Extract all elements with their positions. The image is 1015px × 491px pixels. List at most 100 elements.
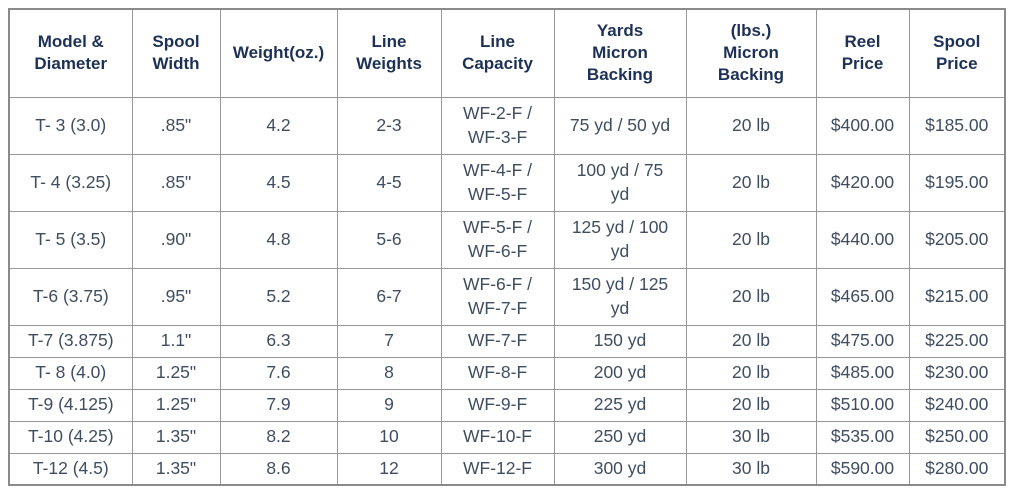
cell-lbs-micron-backing: 20 lb bbox=[685, 356, 817, 390]
header-line-capacity: Line Capacity bbox=[440, 8, 555, 98]
cell-reel-price: $420.00 bbox=[815, 153, 910, 212]
cell-line-capacity: WF-8-F bbox=[440, 356, 555, 390]
cell-spool-price: $215.00 bbox=[908, 267, 1006, 326]
cell-line-weights: 5-6 bbox=[336, 210, 442, 269]
cell-yards-micron-backing: 125 yd / 100 yd bbox=[553, 210, 687, 269]
cell-reel-price: $590.00 bbox=[815, 452, 910, 486]
cell-model-diameter: T-7 (3.875) bbox=[8, 324, 133, 358]
cell-line-weights: 4-5 bbox=[336, 153, 442, 212]
cell-lbs-micron-backing: 20 lb bbox=[685, 324, 817, 358]
cell-lbs-micron-backing: 20 lb bbox=[685, 153, 817, 212]
table-row: T-6 (3.75) .95" 5.2 6-7 WF-6-F / WF-7-F 150 y… bbox=[8, 267, 1006, 326]
header-spool-price: Spool Price bbox=[908, 8, 1006, 98]
table-row: T- 4 (3.25) .85" 4.5 4-5 WF-4-F / WF-5-F 100 … bbox=[8, 153, 1006, 212]
cell-weight-oz: 5.2 bbox=[219, 267, 338, 326]
cell-weight-oz: 7.9 bbox=[219, 388, 338, 422]
header-row: Model & Diameter Spool Width Weight(oz.)… bbox=[8, 8, 1006, 98]
cell-spool-width: .95" bbox=[131, 267, 221, 326]
cell-yards-micron-backing: 200 yd bbox=[553, 356, 687, 390]
cell-spool-width: 1.35" bbox=[131, 420, 221, 454]
cell-weight-oz: 7.6 bbox=[219, 356, 338, 390]
table-row: T- 8 (4.0) 1.25" 7.6 8 WF-8-F 200 yd 20 lb $485… bbox=[8, 356, 1006, 390]
cell-model-diameter: T-10 (4.25) bbox=[8, 420, 133, 454]
cell-spool-price: $280.00 bbox=[908, 452, 1006, 486]
cell-spool-width: .90" bbox=[131, 210, 221, 269]
table-header: Model & Diameter Spool Width Weight(oz.)… bbox=[8, 8, 1006, 98]
cell-line-capacity: WF-10-F bbox=[440, 420, 555, 454]
header-reel-price: Reel Price bbox=[815, 8, 910, 98]
table-body: T- 3 (3.0) .85" 4.2 2-3 WF-2-F / WF-3-F 75 yd… bbox=[8, 96, 1006, 486]
cell-model-diameter: T-9 (4.125) bbox=[8, 388, 133, 422]
cell-lbs-micron-backing: 20 lb bbox=[685, 96, 817, 155]
cell-yards-micron-backing: 75 yd / 50 yd bbox=[553, 96, 687, 155]
cell-yards-micron-backing: 100 yd / 75 yd bbox=[553, 153, 687, 212]
cell-reel-price: $400.00 bbox=[815, 96, 910, 155]
cell-line-weights: 6-7 bbox=[336, 267, 442, 326]
cell-reel-price: $510.00 bbox=[815, 388, 910, 422]
cell-spool-width: 1.35" bbox=[131, 452, 221, 486]
cell-weight-oz: 4.5 bbox=[219, 153, 338, 212]
table-row: T- 5 (3.5) .90" 4.8 5-6 WF-5-F / WF-6-F 125 y… bbox=[8, 210, 1006, 269]
cell-spool-width: .85" bbox=[131, 96, 221, 155]
table-row: T-9 (4.125) 1.25" 7.9 9 WF-9-F 225 yd 20 lb $51… bbox=[8, 388, 1006, 422]
cell-yards-micron-backing: 250 yd bbox=[553, 420, 687, 454]
cell-spool-width: 1.1" bbox=[131, 324, 221, 358]
cell-lbs-micron-backing: 20 lb bbox=[685, 210, 817, 269]
cell-yards-micron-backing: 300 yd bbox=[553, 452, 687, 486]
cell-spool-width: 1.25" bbox=[131, 356, 221, 390]
cell-weight-oz: 4.2 bbox=[219, 96, 338, 155]
table-row: T-7 (3.875) 1.1" 6.3 7 WF-7-F 150 yd 20 lb $475… bbox=[8, 324, 1006, 358]
cell-line-capacity: WF-12-F bbox=[440, 452, 555, 486]
cell-yards-micron-backing: 225 yd bbox=[553, 388, 687, 422]
cell-line-weights: 12 bbox=[336, 452, 442, 486]
cell-line-capacity: WF-2-F / WF-3-F bbox=[440, 96, 555, 155]
cell-spool-width: 1.25" bbox=[131, 388, 221, 422]
cell-reel-price: $465.00 bbox=[815, 267, 910, 326]
cell-line-weights: 7 bbox=[336, 324, 442, 358]
cell-yards-micron-backing: 150 yd bbox=[553, 324, 687, 358]
cell-reel-price: $535.00 bbox=[815, 420, 910, 454]
cell-line-weights: 9 bbox=[336, 388, 442, 422]
cell-model-diameter: T- 4 (3.25) bbox=[8, 153, 133, 212]
table-row: T-12 (4.5) 1.35" 8.6 12 WF-12-F 300 yd 30 lb $5… bbox=[8, 452, 1006, 486]
cell-weight-oz: 8.2 bbox=[219, 420, 338, 454]
header-lbs-micron-backing: (lbs.) Micron Backing bbox=[685, 8, 817, 98]
cell-reel-price: $485.00 bbox=[815, 356, 910, 390]
cell-spool-price: $185.00 bbox=[908, 96, 1006, 155]
cell-line-capacity: WF-7-F bbox=[440, 324, 555, 358]
cell-spool-width: .85" bbox=[131, 153, 221, 212]
cell-reel-price: $440.00 bbox=[815, 210, 910, 269]
cell-spool-price: $195.00 bbox=[908, 153, 1006, 212]
cell-lbs-micron-backing: 30 lb bbox=[685, 420, 817, 454]
cell-line-weights: 10 bbox=[336, 420, 442, 454]
cell-weight-oz: 6.3 bbox=[219, 324, 338, 358]
cell-spool-price: $240.00 bbox=[908, 388, 1006, 422]
cell-model-diameter: T-6 (3.75) bbox=[8, 267, 133, 326]
table-row: T- 3 (3.0) .85" 4.2 2-3 WF-2-F / WF-3-F 75 yd… bbox=[8, 96, 1006, 155]
cell-model-diameter: T- 3 (3.0) bbox=[8, 96, 133, 155]
header-weight-oz: Weight(oz.) bbox=[219, 8, 338, 98]
cell-model-diameter: T- 5 (3.5) bbox=[8, 210, 133, 269]
cell-weight-oz: 8.6 bbox=[219, 452, 338, 486]
cell-lbs-micron-backing: 30 lb bbox=[685, 452, 817, 486]
cell-lbs-micron-backing: 20 lb bbox=[685, 267, 817, 326]
cell-yards-micron-backing: 150 yd / 125 yd bbox=[553, 267, 687, 326]
header-yards-micron-backing: Yards Micron Backing bbox=[553, 8, 687, 98]
cell-spool-price: $205.00 bbox=[908, 210, 1006, 269]
cell-lbs-micron-backing: 20 lb bbox=[685, 388, 817, 422]
cell-model-diameter: T- 8 (4.0) bbox=[8, 356, 133, 390]
cell-line-capacity: WF-4-F / WF-5-F bbox=[440, 153, 555, 212]
cell-line-weights: 2-3 bbox=[336, 96, 442, 155]
table-row: T-10 (4.25) 1.35" 8.2 10 WF-10-F 250 yd 30 lb $… bbox=[8, 420, 1006, 454]
cell-spool-price: $250.00 bbox=[908, 420, 1006, 454]
header-spool-width: Spool Width bbox=[131, 8, 221, 98]
cell-line-capacity: WF-6-F / WF-7-F bbox=[440, 267, 555, 326]
header-line-weights: Line Weights bbox=[336, 8, 442, 98]
header-model-diameter: Model & Diameter bbox=[8, 8, 133, 98]
cell-line-capacity: WF-5-F / WF-6-F bbox=[440, 210, 555, 269]
cell-line-weights: 8 bbox=[336, 356, 442, 390]
cell-line-capacity: WF-9-F bbox=[440, 388, 555, 422]
cell-weight-oz: 4.8 bbox=[219, 210, 338, 269]
cell-reel-price: $475.00 bbox=[815, 324, 910, 358]
reel-spec-table: Model & Diameter Spool Width Weight(oz.)… bbox=[8, 8, 1006, 486]
